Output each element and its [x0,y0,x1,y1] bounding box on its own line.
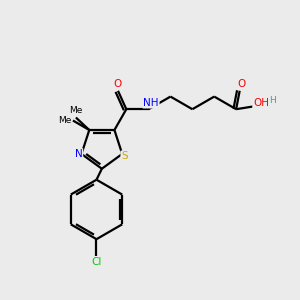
Text: Me: Me [69,106,82,116]
Text: O: O [114,79,122,89]
Text: O: O [237,79,245,88]
Text: S: S [121,151,128,161]
Text: NH: NH [143,98,159,108]
Text: H: H [270,96,276,105]
Text: N: N [75,149,83,159]
Text: Me: Me [58,116,71,125]
Text: Cl: Cl [91,257,102,267]
Text: OH: OH [253,98,269,108]
